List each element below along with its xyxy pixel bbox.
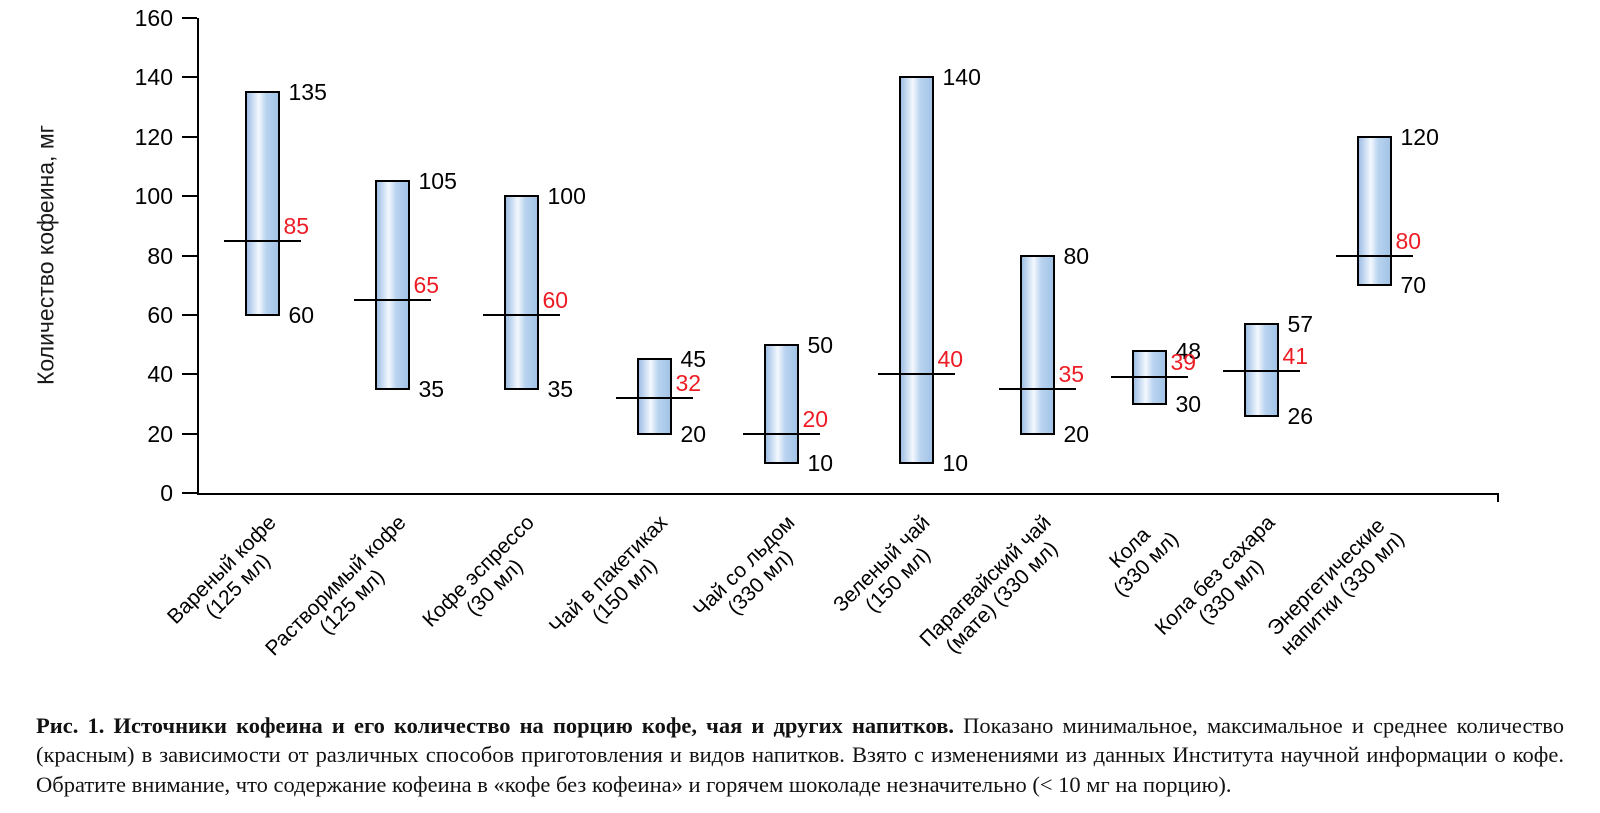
bar-mean-label: 39 xyxy=(1170,349,1197,376)
bar-max-label: 120 xyxy=(1400,123,1439,150)
bar-min-label: 60 xyxy=(288,301,315,328)
y-tick-label: 40 xyxy=(147,361,173,388)
bar-min-label: 10 xyxy=(942,450,969,477)
y-tick xyxy=(182,17,197,19)
range-bar xyxy=(1243,322,1279,417)
mean-line xyxy=(615,397,693,399)
bar-mean-label: 60 xyxy=(542,286,569,313)
y-tick xyxy=(182,313,197,316)
bar-min-label: 20 xyxy=(1063,420,1090,447)
mean-line xyxy=(223,239,301,242)
bar-min-label: 70 xyxy=(1400,272,1427,299)
caption-body: Показано минимальное, максимальное и сре… xyxy=(36,712,1564,797)
x-category-label: Кола (330 мл) xyxy=(1093,511,1183,601)
bar-mean-label: 35 xyxy=(1058,361,1085,388)
y-tick-label: 140 xyxy=(134,64,173,91)
mean-line xyxy=(1335,254,1413,257)
y-tick xyxy=(182,254,197,257)
x-axis-end-tick xyxy=(1497,493,1499,502)
bar-max-label: 105 xyxy=(418,168,457,195)
mean-line xyxy=(482,313,560,316)
bar-mean-label: 32 xyxy=(675,370,702,396)
x-category-label: Кофе эспрессо (30 мл) xyxy=(419,511,556,648)
y-tick-label: 60 xyxy=(147,301,173,328)
range-bar xyxy=(636,358,672,435)
bar-min-label: 30 xyxy=(1175,390,1202,417)
range-bar xyxy=(898,76,934,465)
bar-max-label: 48 xyxy=(1175,337,1202,364)
y-tick-label: 0 xyxy=(160,480,173,506)
bar-mean-label: 40 xyxy=(937,346,964,373)
bar-mean-label: 41 xyxy=(1282,343,1309,370)
bar-max-label: 135 xyxy=(288,79,327,106)
y-tick xyxy=(182,76,197,79)
x-category-label: Чай в пакетиках (150 мл) xyxy=(545,511,689,655)
mean-line xyxy=(353,299,431,302)
y-tick-label: 120 xyxy=(134,123,173,150)
y-tick-label: 160 xyxy=(134,5,173,31)
bar-mean-label: 85 xyxy=(283,212,310,239)
mean-line xyxy=(1110,376,1188,379)
bar-min-label: 20 xyxy=(680,420,707,447)
y-tick xyxy=(182,373,197,376)
x-category-label: Зеленый чай (150 мл) xyxy=(829,511,951,633)
bar-max-label: 140 xyxy=(942,64,981,91)
y-tick xyxy=(182,432,197,435)
y-tick-label: 80 xyxy=(147,242,173,269)
bar-max-label: 80 xyxy=(1063,242,1090,269)
x-category-label: Вареный кофе (125 мл) xyxy=(163,511,297,645)
bar-max-label: 45 xyxy=(680,346,707,373)
y-tick xyxy=(182,195,197,198)
bar-mean-label: 20 xyxy=(802,405,829,432)
caffeine-range-chart: Количество кофеина, мг 0 20 40 60 80 100 120 14… xyxy=(32,5,1499,660)
figure-caption: Рис. 1. Источники кофеина и его количест… xyxy=(36,711,1564,800)
bar-max-label: 100 xyxy=(547,183,586,210)
y-tick-label: 100 xyxy=(134,183,173,210)
range-bar xyxy=(503,195,539,391)
range-bar xyxy=(244,91,280,316)
range-bar xyxy=(1019,254,1055,435)
mean-line xyxy=(877,373,955,376)
mean-line xyxy=(998,388,1076,391)
range-bar xyxy=(763,343,799,465)
bar-min-label: 35 xyxy=(418,376,445,403)
plot-area: 0 20 40 60 80 100 120 140 160 135 60 85 Вареный кофе… xyxy=(135,5,1499,660)
mean-line xyxy=(1222,370,1300,373)
bar-max-label: 50 xyxy=(807,331,834,358)
bar-max-label: 57 xyxy=(1287,310,1314,337)
y-axis-title: Количество кофеина, мг xyxy=(32,124,59,386)
caption-lead: Рис. 1. Источники кофеина и его количест… xyxy=(36,712,954,738)
bar-min-label: 26 xyxy=(1287,402,1314,429)
bar-min-label: 35 xyxy=(547,376,574,403)
range-bar xyxy=(374,180,410,391)
x-category-label: Чай со льдом (330 мл) xyxy=(689,511,816,638)
bar-mean-label: 80 xyxy=(1395,227,1422,254)
mean-line xyxy=(742,432,820,435)
range-bar xyxy=(1356,135,1392,287)
bar-mean-label: 65 xyxy=(413,272,440,299)
x-category-label-line2: (125 мл) xyxy=(314,565,389,639)
y-tick-label: 20 xyxy=(147,420,173,447)
y-tick xyxy=(182,492,197,494)
y-tick xyxy=(182,135,197,138)
bar-min-label: 10 xyxy=(807,450,834,477)
